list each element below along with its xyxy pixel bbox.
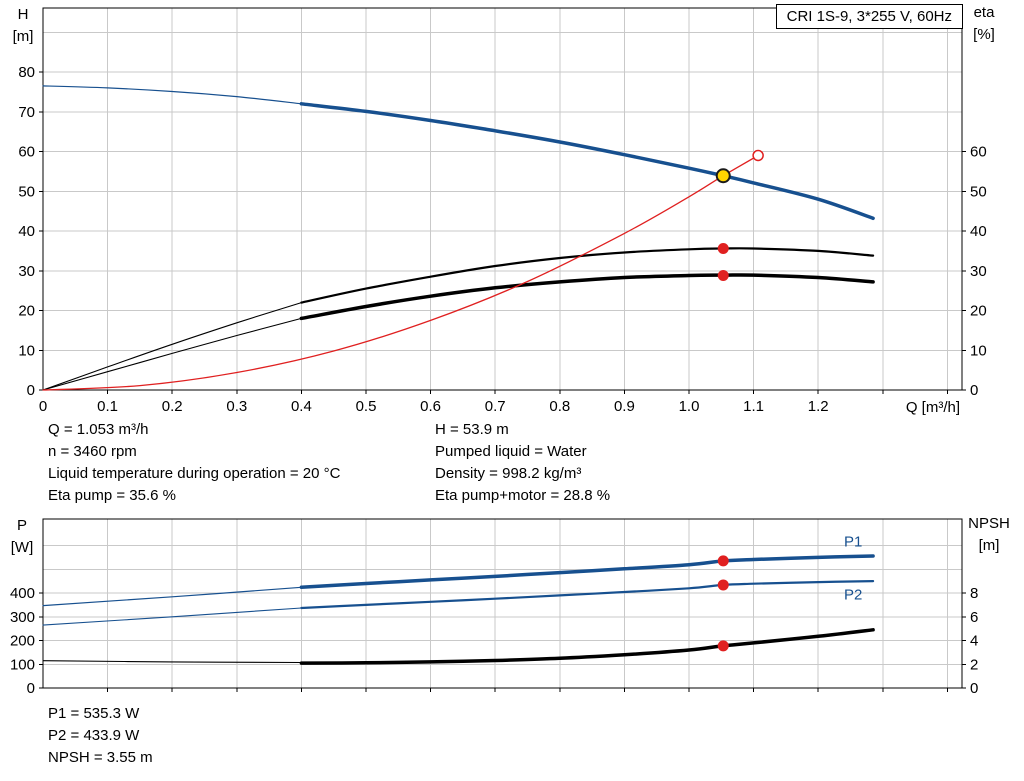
y-right-tick-label: 4	[970, 633, 978, 650]
operating-data-right: H = 53.9 m Pumped liquid = Water Density…	[435, 419, 610, 507]
readout-eta-pump-motor: Eta pump+motor = 28.8 %	[435, 487, 611, 504]
power-axis-title-unit: [W]	[10, 539, 34, 556]
readout-q: Q = 1.053 m³/h	[48, 421, 149, 438]
x-axis-tick-label: 0.5	[356, 398, 377, 415]
power-axis-title-symbol: P	[16, 517, 27, 534]
y-right-tick-label: 0	[970, 382, 978, 399]
y-left-tick-label: 400	[10, 585, 35, 602]
y-left-tick-label: 200	[10, 633, 35, 650]
x-axis-tick-label: 0.2	[162, 398, 183, 415]
eta-pump-motor-point	[717, 270, 729, 282]
x-axis-tick-label: 1.1	[743, 398, 764, 415]
power-npsh-readouts: P1 = 535.3 W P2 = 433.9 W NPSH = 3.55 m	[48, 703, 153, 769]
readout-p1: P1 = 535.3 W	[48, 705, 140, 722]
x-axis-tick-label: 1.0	[679, 398, 700, 415]
y-right-tick-label: 40	[970, 223, 987, 240]
x-axis-tick-label: 0.9	[614, 398, 635, 415]
y-right-tick-label: 2	[970, 656, 978, 673]
x-axis-tick-label: 0.4	[291, 398, 312, 415]
eta-axis-title-symbol: eta	[973, 4, 995, 21]
readout-p2: P2 = 433.9 W	[48, 727, 140, 744]
y-left-tick-label: 0	[27, 680, 35, 697]
y-left-tick-label: 10	[18, 342, 35, 359]
y-left-tick-label: 100	[10, 656, 35, 673]
x-axis-tick-label: 0.6	[420, 398, 441, 415]
flow-axis-title: Q [m³/h]	[905, 399, 960, 416]
p1-point	[717, 555, 729, 567]
eta-pump-point	[717, 242, 729, 254]
eta-pump-out-of-range	[42, 302, 302, 391]
npsh-axis-title-unit: [m]	[978, 537, 1000, 554]
power-axis-title: P [W]	[4, 515, 40, 559]
curve-label-P2: P2	[844, 587, 862, 604]
y-right-tick-label: 8	[970, 585, 978, 602]
head-axis-title-symbol: H	[17, 6, 29, 23]
npsh-axis-title-symbol: NPSH	[968, 515, 1010, 532]
readout-liquid-temperature: Liquid temperature during operation = 20…	[48, 465, 341, 482]
p2-curve	[300, 580, 875, 610]
npsh-point	[717, 640, 729, 652]
y-left-tick-label: 40	[18, 223, 35, 240]
npsh-axis-title: NPSH [m]	[962, 513, 1016, 557]
y-left-tick-label: 0	[27, 382, 35, 399]
p1-curve	[299, 554, 875, 590]
eta-axis-title-unit: [%]	[973, 26, 995, 43]
x-axis-tick-label: 0.7	[485, 398, 506, 415]
plot-frame	[42, 7, 963, 391]
p2-out-of-range	[42, 607, 302, 626]
x-axis-tick-label: 0.3	[226, 398, 247, 415]
readout-head: H = 53.9 m	[435, 421, 509, 438]
pump-curve-out-of-range	[42, 85, 302, 105]
eta-axis-title: eta [%]	[964, 2, 1004, 46]
y-right-tick-label: 6	[970, 609, 978, 626]
p1-out-of-range	[42, 586, 302, 607]
y-left-tick-label: 300	[10, 609, 35, 626]
readout-npsh: NPSH = 3.55 m	[48, 749, 153, 766]
y-right-tick-label: 50	[970, 183, 987, 200]
readout-speed: n = 3460 rpm	[48, 443, 137, 460]
y-left-tick-label: 60	[18, 144, 35, 161]
x-axis-tick-label: 0.8	[549, 398, 570, 415]
y-left-tick-label: 70	[18, 104, 35, 121]
x-axis-tick-label: 0.1	[97, 398, 118, 415]
head-axis-title-unit: [m]	[12, 28, 34, 45]
curve-label-P1: P1	[844, 534, 862, 551]
readout-density: Density = 998.2 kg/m³	[435, 465, 582, 482]
eta-pump-motor-out-of-range	[42, 317, 302, 391]
x-axis-tick-label: 1.2	[808, 398, 829, 415]
y-right-tick-label: 0	[970, 680, 978, 697]
p2-point	[717, 579, 729, 591]
y-right-tick-label: 10	[970, 342, 987, 359]
plot-frame	[42, 518, 963, 689]
readout-pumped-liquid: Pumped liquid = Water	[435, 443, 587, 460]
y-right-tick-label: 30	[970, 263, 987, 280]
pump-title-box: CRI 1S-9, 3*255 V, 60Hz	[775, 4, 963, 29]
duty-point	[715, 168, 731, 184]
readout-eta-pump: Eta pump = 35.6 %	[48, 487, 176, 504]
y-left-tick-label: 30	[18, 263, 35, 280]
y-left-tick-label: 50	[18, 183, 35, 200]
y-right-tick-label: 20	[970, 303, 987, 320]
y-left-tick-label: 80	[18, 64, 35, 81]
operating-data-left: Q = 1.053 m³/h n = 3460 rpm Liquid tempe…	[48, 419, 340, 507]
system-curve-end-point	[752, 149, 764, 162]
eta-pump-curve	[300, 247, 875, 304]
system-curve	[42, 154, 759, 391]
eta-pump-motor-curve	[299, 273, 875, 321]
y-left-tick-label: 20	[18, 303, 35, 320]
pump-title-label: CRI 1S-9, 3*255 V, 60Hz	[786, 8, 952, 25]
y-right-tick-label: 60	[970, 144, 987, 161]
pump-curve	[299, 102, 875, 221]
x-axis-tick-label: 0	[39, 398, 47, 415]
npsh-out-of-range	[42, 660, 302, 664]
npsh-curve	[299, 628, 875, 665]
head-axis-title: H [m]	[6, 4, 40, 48]
